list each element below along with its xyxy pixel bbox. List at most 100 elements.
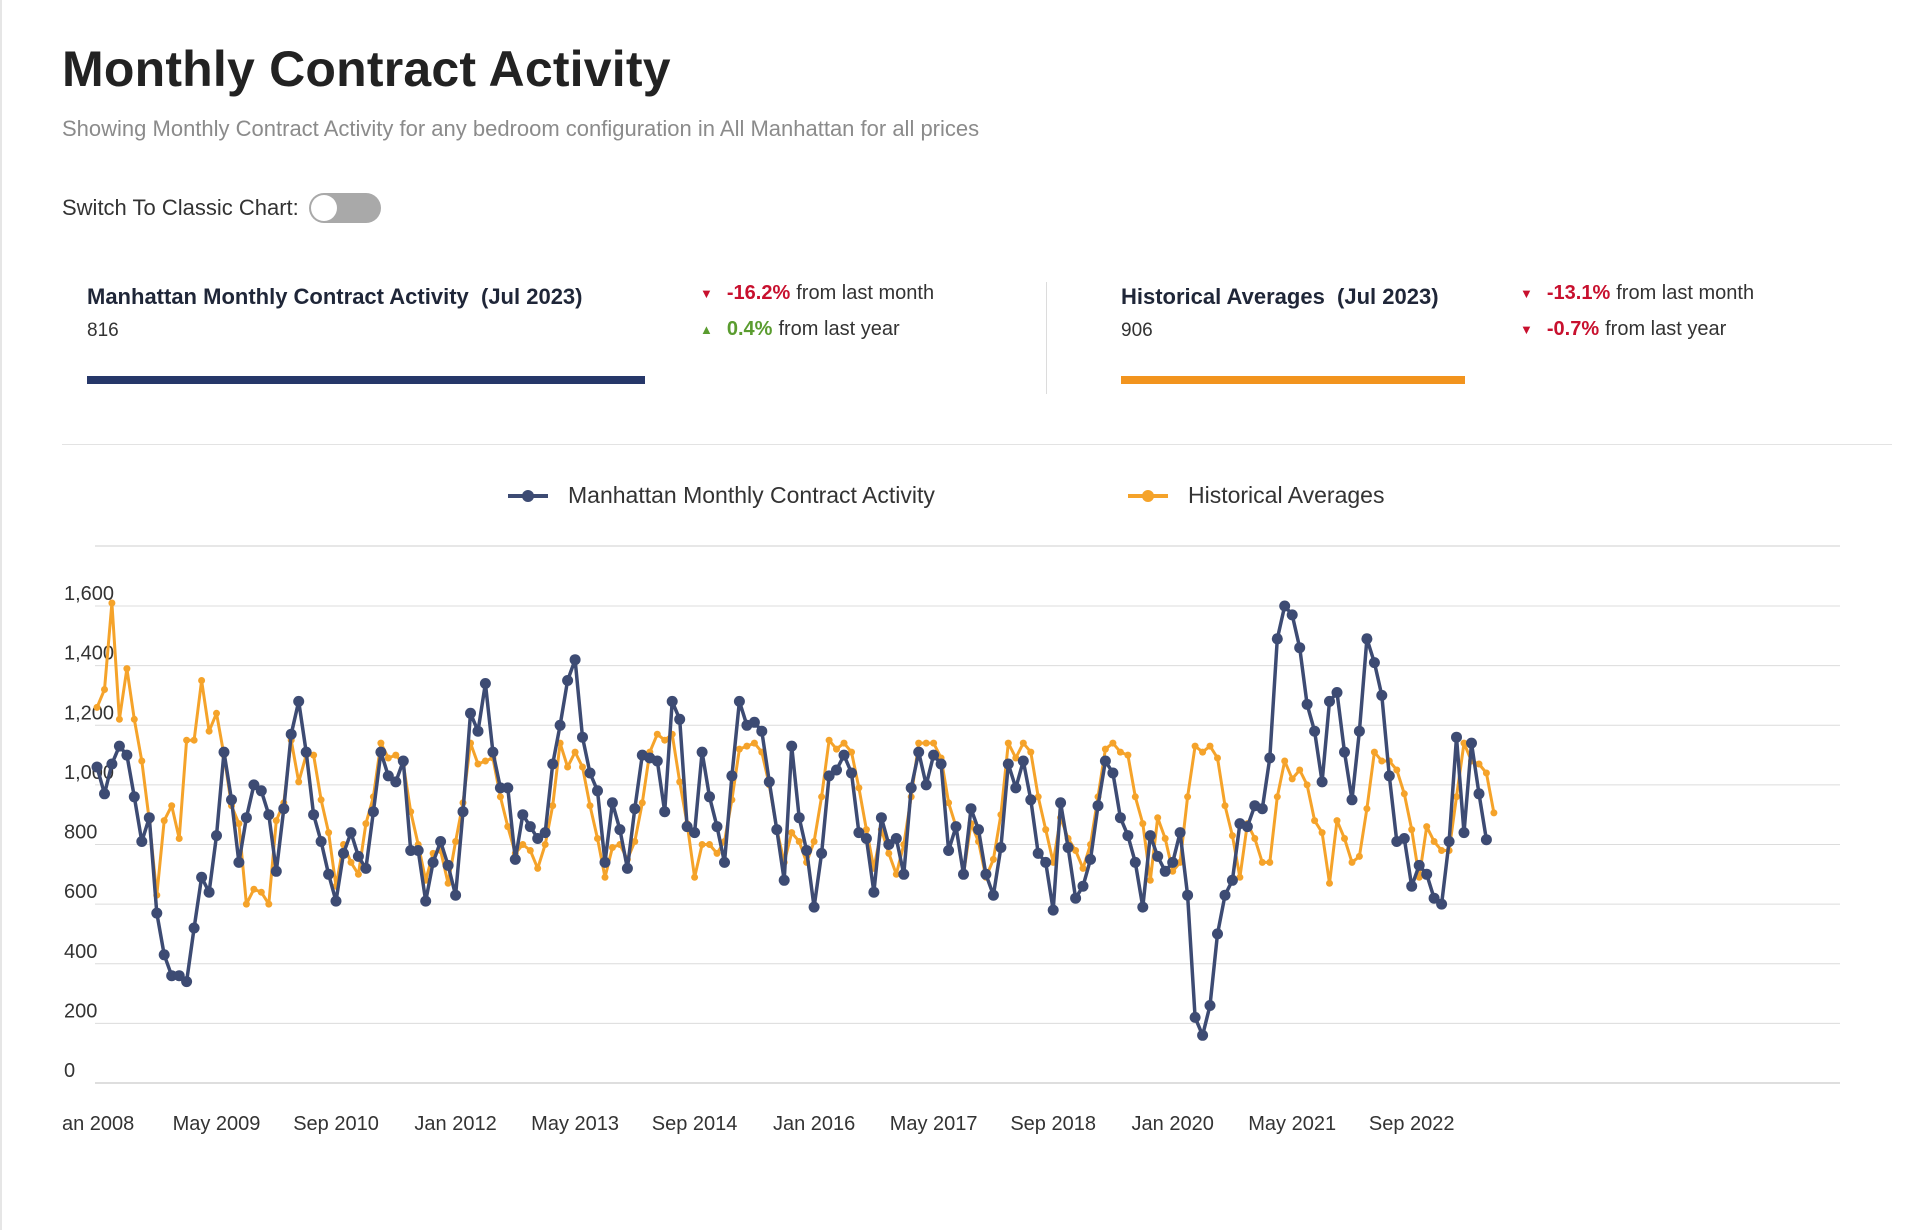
data-point-manhattan (606, 797, 618, 809)
data-point-manhattan (128, 791, 140, 803)
data-point-manhattan (689, 827, 701, 839)
data-point-manhattan (99, 788, 110, 800)
data-point-historical (519, 841, 527, 848)
data-point-manhattan (442, 859, 454, 871)
data-point-manhattan (831, 764, 842, 776)
classic-chart-switch-row: Switch To Classic Chart: (62, 193, 381, 223)
x-tick-label: Jan 2016 (773, 1113, 855, 1135)
data-point-manhattan (1473, 788, 1485, 800)
x-tick-label: May 2009 (173, 1113, 261, 1135)
data-point-historical (653, 730, 661, 738)
data-point-historical (1393, 766, 1401, 774)
data-point-manhattan (696, 746, 708, 758)
data-point-manhattan (1324, 695, 1335, 707)
card-manhattan-color-bar (87, 376, 645, 384)
data-point-manhattan (577, 731, 588, 743)
data-point-manhattan (1010, 782, 1022, 794)
data-point-historical (601, 873, 609, 881)
data-point-historical (1408, 826, 1416, 834)
data-point-historical (1072, 847, 1080, 854)
card-manhattan-value: 816 (87, 320, 119, 341)
data-point-historical (392, 751, 400, 759)
data-point-historical (213, 709, 220, 717)
legend-item-manhattan[interactable]: Manhattan Monthly Contract Activity (508, 482, 935, 509)
data-point-manhattan (158, 949, 170, 961)
data-point-historical (579, 763, 586, 771)
data-point-manhattan (1361, 633, 1373, 645)
data-point-historical (989, 855, 997, 863)
data-point-historical (325, 829, 333, 837)
legend-item-historical[interactable]: Historical Averages (1128, 482, 1384, 509)
data-point-manhattan (91, 761, 103, 773)
data-point-manhattan (973, 824, 984, 836)
x-tick-label: Jan 2012 (414, 1113, 496, 1135)
page-title: Monthly Contract Activity (62, 41, 671, 97)
data-point-manhattan (1167, 856, 1179, 868)
data-point-historical (317, 796, 325, 804)
data-point-manhattan (1301, 698, 1313, 710)
up-triangle-icon: ▲ (700, 322, 713, 337)
data-point-manhattan (719, 856, 730, 868)
data-point-manhattan (1451, 731, 1462, 743)
data-point-manhattan (868, 886, 880, 898)
data-point-historical (534, 864, 542, 872)
y-tick-label: 400 (64, 941, 97, 963)
legend-line-swatch (508, 489, 548, 502)
data-point-historical (1400, 790, 1408, 798)
data-point-manhattan (763, 776, 775, 788)
data-point-manhattan (1137, 901, 1149, 913)
data-point-manhattan (928, 749, 940, 761)
data-point-historical (1131, 793, 1139, 801)
data-point-manhattan (890, 833, 902, 844)
x-tick-label: Sep 2010 (293, 1113, 379, 1135)
data-point-historical (713, 849, 721, 857)
classic-chart-toggle[interactable] (308, 193, 381, 223)
data-point-manhattan (801, 845, 813, 856)
delta-text: from last year (778, 318, 900, 340)
data-point-manhattan (987, 889, 999, 901)
data-point-manhattan (457, 806, 469, 818)
legend-line-swatch (1128, 489, 1168, 502)
data-point-historical (564, 763, 572, 771)
data-point-historical (1311, 817, 1319, 825)
down-triangle-icon: ▼ (700, 286, 713, 301)
data-point-manhattan (1428, 892, 1440, 904)
data-point-manhattan (681, 821, 693, 833)
data-point-manhattan (188, 922, 200, 934)
data-point-historical (198, 677, 206, 684)
data-point-manhattan (1256, 803, 1268, 815)
card-divider (1046, 282, 1047, 394)
data-point-historical (1333, 817, 1341, 825)
down-triangle-icon: ▼ (1520, 322, 1533, 337)
data-point-manhattan (345, 827, 357, 839)
data-point-historical (1221, 802, 1229, 810)
data-point-historical (1214, 754, 1221, 762)
data-point-historical (354, 870, 362, 878)
data-point-manhattan (1129, 856, 1141, 868)
card-historical-name: Historical Averages (1121, 284, 1325, 309)
data-point-manhattan (1055, 797, 1067, 809)
data-point-historical (175, 835, 183, 842)
data-point-historical (1004, 739, 1012, 747)
data-point-manhattan (1040, 856, 1052, 868)
data-point-historical (444, 879, 452, 887)
page-subtitle: Showing Monthly Contract Activity for an… (62, 116, 980, 141)
data-point-historical (1154, 814, 1162, 822)
switch-label: Switch To Classic Chart: (62, 195, 299, 220)
data-point-historical (295, 778, 303, 786)
data-point-manhattan (450, 889, 462, 901)
data-point-historical (242, 900, 250, 908)
data-point-historical (1034, 793, 1042, 801)
data-point-manhattan (1017, 755, 1029, 767)
data-point-historical (661, 736, 669, 744)
data-point-historical (481, 757, 489, 765)
data-point-manhattan (846, 767, 857, 779)
card-historical-delta-year: ▼ -0.7% from last year (1520, 318, 1726, 341)
data-point-manhattan (106, 758, 118, 770)
data-point-manhattan (995, 842, 1007, 853)
data-point-historical (825, 736, 833, 744)
data-point-manhattan (1032, 847, 1044, 859)
y-tick-label: 800 (64, 822, 97, 844)
data-point-manhattan (143, 812, 155, 824)
